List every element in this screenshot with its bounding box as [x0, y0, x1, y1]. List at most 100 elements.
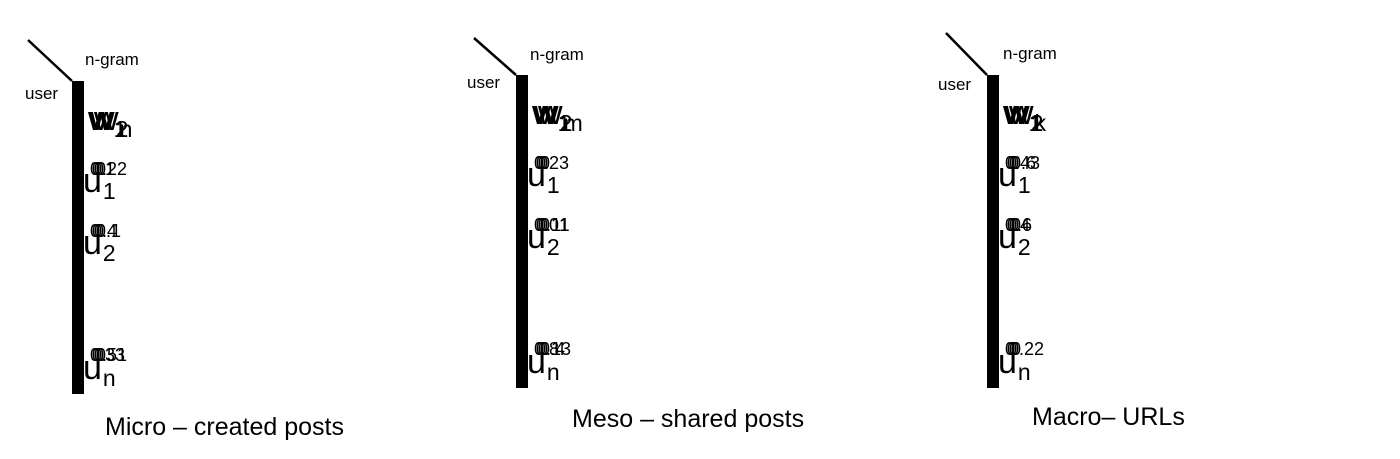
value-cell: 0.6	[995, 137, 1036, 201]
column-axis-label: n-gram	[1003, 44, 1057, 63]
value-cell	[993, 261, 997, 325]
symbol-base: u	[527, 343, 546, 381]
symbol-base: w	[534, 94, 559, 132]
table-row: u1 0.43 0 0 0.6	[987, 137, 1040, 201]
table-row	[516, 261, 528, 325]
column-axis-label: n-gram	[85, 50, 139, 69]
symbol-subscript: 1	[1028, 110, 1042, 136]
cell-value: 0	[94, 345, 105, 365]
row-axis-label: user	[938, 75, 972, 94]
value-cell: 0.8	[518, 323, 559, 388]
column-header-label: w1	[1003, 96, 1041, 135]
symbol-base: w	[1005, 94, 1030, 132]
column-header-label	[1007, 96, 1008, 135]
row-header-cell	[72, 267, 76, 331]
column-header-cell: w1	[989, 75, 1041, 139]
value-cell: 0	[991, 137, 1017, 201]
value-cell: 0.6	[991, 199, 1032, 263]
value-cell: 0.33	[74, 329, 125, 394]
value-cell	[991, 261, 995, 325]
value-cell: 0.4	[524, 323, 565, 388]
column-header-cell	[522, 75, 526, 139]
symbol-base: u	[83, 162, 102, 200]
cell-value: 0	[1007, 153, 1018, 173]
row-header-label: un	[83, 351, 116, 390]
column-header-cell	[993, 75, 997, 139]
cell-value: 0.23	[534, 153, 570, 173]
cell-value: 0.22	[92, 159, 128, 179]
header-row: w1 w2 wm	[516, 75, 583, 139]
value-cell: 0.23	[518, 137, 569, 201]
table-row: u1 0.1 0.22 0 0	[72, 143, 127, 207]
cell-value: 0	[96, 159, 107, 179]
column-header-cell: w1	[518, 75, 570, 139]
value-cell	[520, 261, 524, 325]
table-row	[72, 267, 84, 331]
symbol-base: w	[88, 100, 113, 138]
table-row: u2 0.4 0.6 0 0	[987, 199, 1032, 263]
value-cell: 0.1	[80, 205, 121, 269]
value-cell: 0.22	[993, 323, 1044, 388]
cell-value: 0	[94, 221, 105, 241]
row-header-label	[998, 282, 999, 321]
cell-value: 0.11	[536, 215, 570, 235]
cell-value: 0	[540, 153, 551, 173]
column-header-label: wn	[94, 102, 132, 141]
symbol-base: w	[90, 100, 115, 138]
cell-value: 0.4	[1005, 215, 1031, 235]
header-row: w1 w2 wn	[72, 81, 132, 145]
row-header-cell: un	[987, 323, 1031, 388]
cell-value: 0	[1011, 215, 1022, 235]
value-cell: 0	[991, 323, 1017, 388]
symbol-base: u	[998, 343, 1017, 381]
value-cell	[995, 261, 999, 325]
matrix-table: w1 w2 wk u1 0.43 0 0 0.6 u2 0.4 0.6 0 0 un 0 0 0.22 0	[987, 75, 1046, 388]
symbol-base: u	[998, 156, 1017, 194]
table-row: un 0.8 0.13 0 0.4	[516, 323, 571, 388]
cell-value: 0.6	[1011, 153, 1037, 173]
value-cell: 0.43	[989, 137, 1040, 201]
column-header-cell: w2	[520, 75, 572, 139]
value-cell: 0.4	[76, 205, 117, 269]
symbol-subscript: 1	[546, 172, 560, 198]
value-cell: 0	[74, 205, 100, 269]
table-row: u2 0 0.4 0 0.1	[72, 205, 121, 269]
symbol-subscript: 1	[557, 110, 571, 136]
row-header-label: un	[998, 345, 1031, 384]
value-cell: 0	[522, 323, 548, 388]
symbol-subscript: 2	[1017, 234, 1031, 260]
cell-value: 0.01	[534, 215, 570, 235]
value-cell: 0	[78, 329, 104, 394]
corner-diagonal	[945, 32, 988, 76]
cell-value: 0.1	[90, 159, 116, 179]
column-header-cell: wn	[80, 81, 132, 145]
symbol-base: u	[83, 224, 102, 262]
row-header-cell: un	[72, 329, 116, 394]
column-header-label: wm	[538, 96, 583, 135]
symbol-subscript: m	[563, 110, 583, 136]
symbol-subscript: n	[546, 359, 560, 385]
cell-value: 0	[1005, 339, 1016, 359]
cell-value: 0.4	[92, 221, 118, 241]
corner-cell	[72, 81, 76, 145]
matrix-caption: Macro– URLs	[1032, 403, 1185, 431]
cell-value: 0	[538, 153, 549, 173]
row-header-label: u2	[527, 220, 560, 259]
value-cell	[80, 267, 84, 331]
matrix-table: w1 w2 wm u1 0.23 0 0 0 u2 0.01 0.11 0 0 un 0.8 0.13 0 0.4	[516, 75, 583, 388]
corner-diagonal	[27, 39, 73, 82]
value-cell: 0	[522, 199, 548, 263]
row-header-cell: u1	[516, 137, 560, 201]
column-header-cell: wm	[524, 75, 583, 139]
row-header-cell	[987, 261, 991, 325]
column-header-label: w1	[88, 102, 126, 141]
row-header-cell: un	[516, 323, 560, 388]
matrix-caption: Micro – created posts	[105, 413, 344, 441]
cell-value: 0	[96, 345, 107, 365]
column-header-label: w2	[534, 96, 572, 135]
value-cell: 0	[80, 329, 106, 394]
column-header-cell: w2	[991, 75, 1043, 139]
table-row	[987, 261, 999, 325]
